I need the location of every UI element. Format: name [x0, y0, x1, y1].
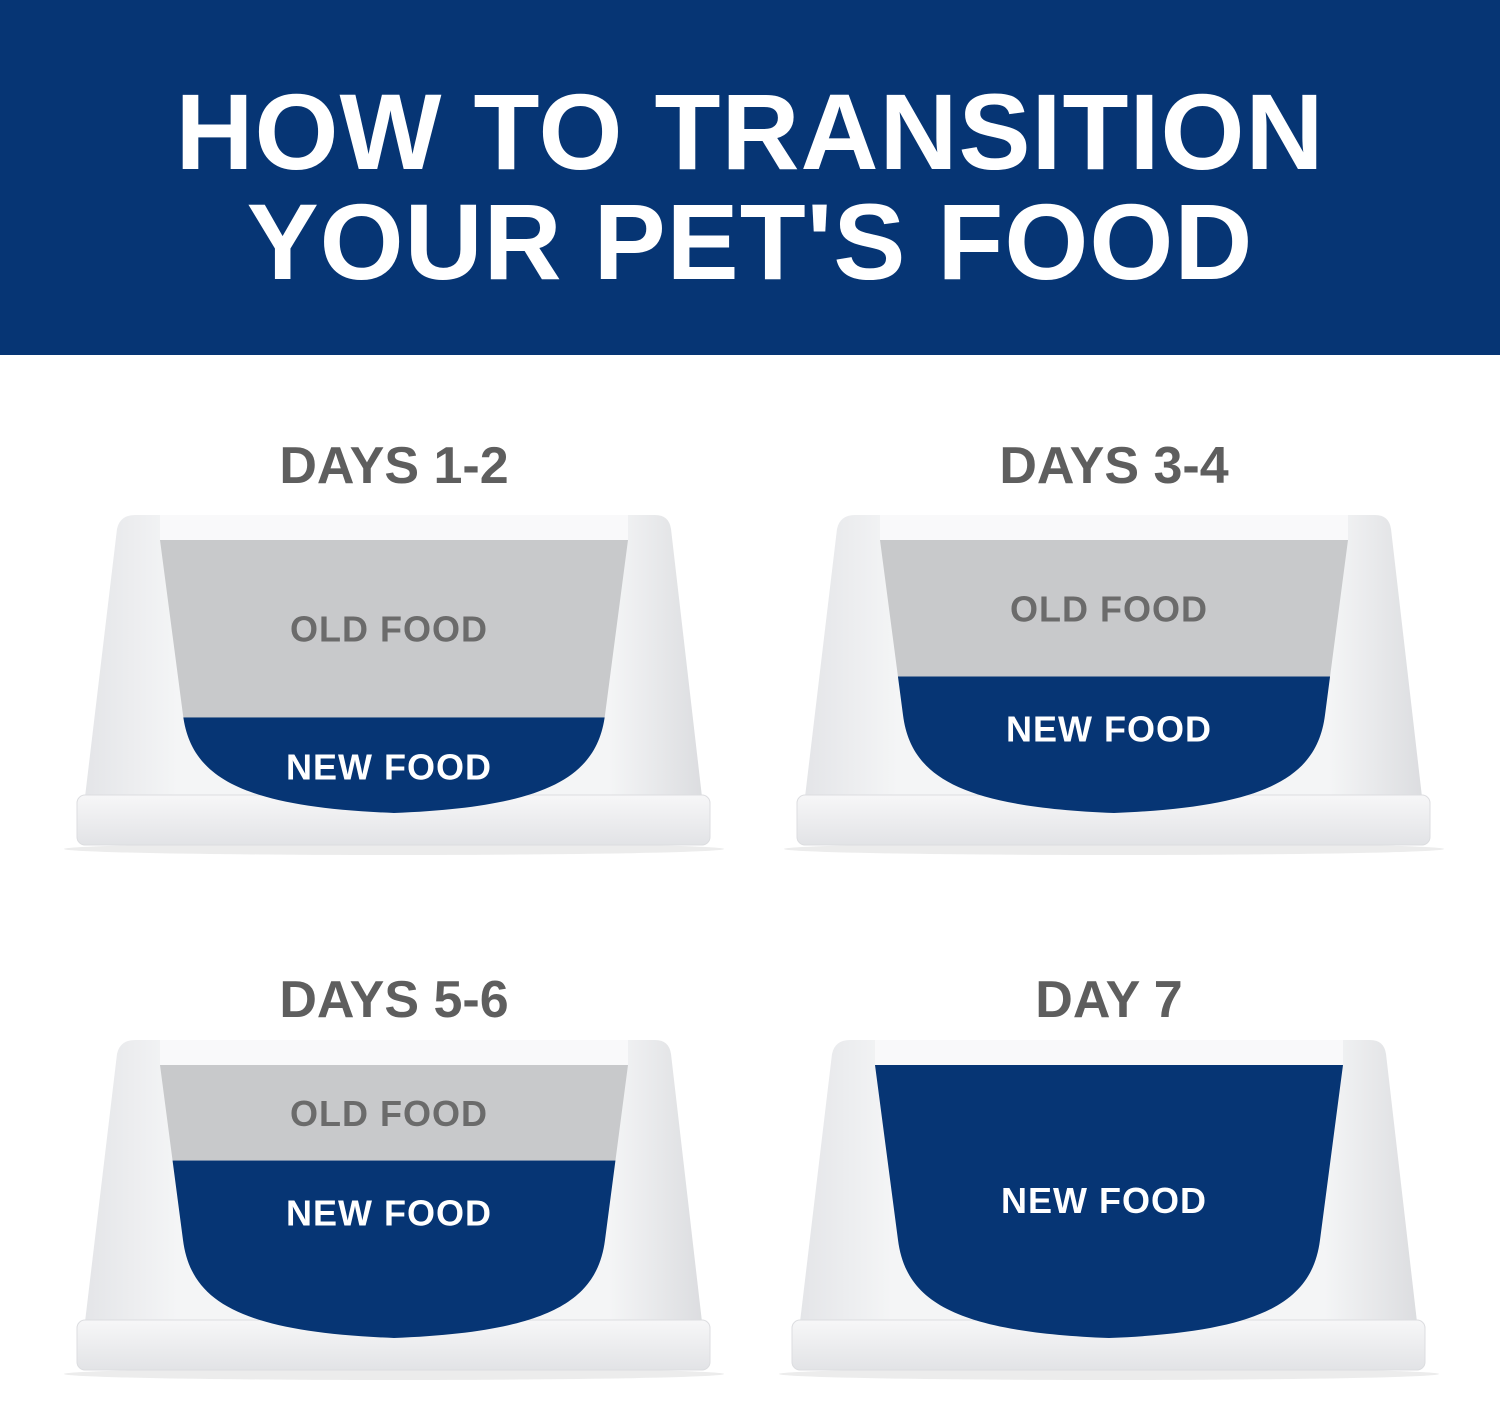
food-bowl: OLD FOOD NEW FOOD	[64, 515, 724, 855]
title-line-2: YOUR PET'S FOOD	[246, 181, 1254, 302]
day-label: DAY 7	[1035, 971, 1182, 1029]
bowl-shadow	[779, 1368, 1439, 1380]
bowl-shadow	[64, 1368, 724, 1380]
food-bowl: OLD FOOD NEW FOOD	[784, 515, 1444, 855]
step-1: DAYS 1-2 OLD FOOD NEW FOOD	[64, 437, 724, 855]
step-4: DAY 7 NEW FOOD	[779, 971, 1439, 1380]
food-bowl: NEW FOOD	[779, 1040, 1439, 1380]
food-bowl: OLD FOOD NEW FOOD	[64, 1040, 724, 1380]
day-label: DAYS 5-6	[279, 971, 508, 1029]
header-banner: HOW TO TRANSITION YOUR PET'S FOOD	[0, 0, 1500, 355]
new-food-fill	[160, 1160, 628, 1338]
new-food-label: NEW FOOD	[1001, 1180, 1207, 1221]
new-food-label: NEW FOOD	[286, 746, 492, 787]
old-food-label: OLD FOOD	[290, 609, 488, 650]
old-food-fill	[160, 540, 628, 718]
new-food-label: NEW FOOD	[286, 1193, 492, 1234]
step-3: DAYS 5-6 OLD FOOD NEW FOOD	[64, 971, 724, 1380]
bowl-rim	[875, 1040, 1343, 1065]
day-label: DAYS 3-4	[999, 437, 1228, 495]
bowl-shadow	[64, 843, 724, 855]
old-food-fill	[880, 540, 1348, 677]
new-food-fill	[875, 1065, 1343, 1338]
old-food-fill	[160, 1065, 628, 1161]
old-food-label: OLD FOOD	[1010, 588, 1208, 629]
day-label: DAYS 1-2	[279, 437, 508, 495]
bowl-grid: DAYS 1-2 OLD FOOD NEW FOOD DAYS 3-4 OLD FOOD…	[64, 437, 1444, 1380]
bowl-shadow	[784, 843, 1444, 855]
bowl-rim	[160, 1040, 628, 1065]
bowl-interior	[160, 1065, 628, 1338]
bowl-interior	[875, 1065, 1343, 1338]
new-food-label: NEW FOOD	[1006, 709, 1212, 750]
bowl-rim	[880, 515, 1348, 540]
step-2: DAYS 3-4 OLD FOOD NEW FOOD	[784, 437, 1444, 855]
old-food-label: OLD FOOD	[290, 1093, 488, 1134]
bowl-rim	[160, 515, 628, 540]
title-line-1: HOW TO TRANSITION	[175, 71, 1325, 192]
